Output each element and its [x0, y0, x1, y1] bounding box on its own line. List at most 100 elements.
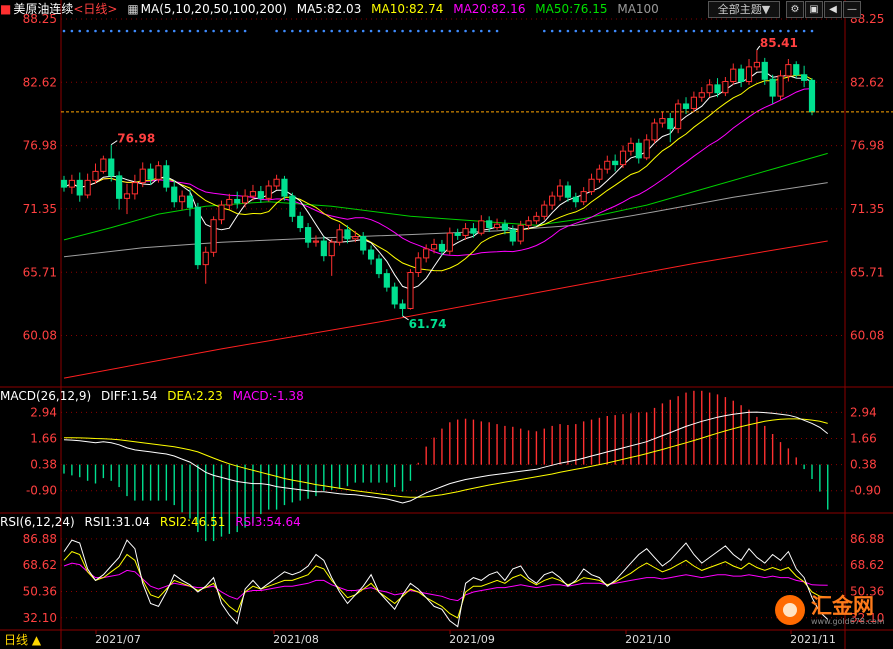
ma50-line	[63, 152, 828, 241]
candle-body	[147, 168, 154, 180]
collapse-icon[interactable]: ◀	[824, 1, 842, 18]
high-pointer-2	[756, 45, 761, 51]
candle-body	[730, 68, 737, 82]
macd-dea-line	[64, 418, 828, 498]
period-tab[interactable]: 日线 ▲	[0, 631, 54, 649]
macd-right-tick-3: -0.90	[850, 484, 881, 498]
candle-body	[486, 220, 493, 229]
candle-body	[785, 64, 792, 77]
ma20-line	[63, 88, 813, 257]
signal-dot	[102, 29, 105, 33]
theme-select-button[interactable]: 全部主题▼	[708, 1, 780, 18]
main-left-tick-2: 76.98	[23, 139, 57, 153]
signal-dot	[409, 29, 412, 33]
signal-dot	[566, 29, 570, 33]
signal-dot	[432, 29, 436, 33]
signal-dot	[779, 29, 782, 33]
signal-dot	[637, 29, 641, 33]
candle-body	[738, 68, 745, 82]
signal-dot	[684, 29, 688, 33]
rsi-label[interactable]: RSI(6,12,24)	[0, 515, 75, 529]
main-price-panel[interactable]: 76.98 61.74 85.41	[60, 29, 893, 379]
candle-body	[100, 158, 107, 172]
instrument-name[interactable]: 美原油连续	[13, 2, 74, 16]
candle-body	[68, 179, 75, 188]
candle-body	[249, 191, 257, 197]
high-pointer-1	[110, 140, 118, 146]
gear-icon[interactable]: ⚙	[786, 1, 804, 18]
ma100-line	[63, 182, 828, 258]
signal-dot	[141, 29, 145, 33]
signal-dot	[724, 29, 727, 33]
signal-dot	[590, 29, 593, 33]
candle-body	[202, 251, 209, 266]
image-icon[interactable]: ▣	[805, 1, 823, 18]
candle-body	[336, 229, 343, 243]
candle-body	[722, 80, 729, 94]
signal-dot	[424, 29, 428, 33]
signal-dot	[598, 29, 601, 33]
main-left-tick-4: 65.71	[23, 265, 57, 279]
signal-dot	[472, 29, 475, 33]
signal-dot	[676, 29, 680, 33]
candle-body	[777, 75, 784, 97]
logo-text: 汇金网	[811, 594, 874, 618]
main-right-tick-5: 60.08	[850, 329, 884, 343]
signal-dot	[448, 29, 452, 33]
ma200-line	[63, 240, 828, 379]
macd-dea-value: DEA:2.23	[167, 389, 223, 403]
candle-body	[612, 160, 619, 166]
signal-dot	[487, 29, 491, 33]
signal-dot	[605, 29, 609, 33]
high-annotation-1: 76.98	[117, 132, 155, 146]
candle-body	[312, 240, 320, 243]
candle-body	[635, 142, 642, 159]
signal-dot	[298, 29, 302, 33]
candle-body	[194, 206, 201, 266]
candle-body	[304, 227, 312, 243]
ma100-value: MA100	[617, 2, 659, 16]
candle-body	[407, 272, 414, 309]
candle-body	[706, 84, 713, 94]
signal-dot	[771, 29, 774, 33]
rsi-panel[interactable]	[63, 539, 829, 628]
main-right-tick-4: 65.71	[850, 265, 884, 279]
candle-body	[698, 92, 705, 98]
candle-body	[320, 240, 327, 257]
main-right-tick-3: 71.35	[850, 202, 884, 216]
candle-body	[123, 193, 131, 199]
candle-body	[525, 220, 532, 226]
candle-body	[564, 185, 572, 198]
macd-right-tick-1: 1.66	[850, 431, 877, 445]
signal-dot	[70, 29, 74, 33]
macd-panel[interactable]	[63, 390, 829, 542]
main-right-tick-2: 76.98	[850, 139, 884, 153]
minimize-icon[interactable]: —	[843, 1, 861, 18]
signal-dot	[235, 29, 239, 33]
candle-body	[218, 204, 225, 221]
macd-label[interactable]: MACD(26,12,9)	[0, 389, 92, 403]
ma20-value: MA20:82.16	[453, 2, 526, 16]
signal-dot	[700, 29, 704, 33]
candle-body	[265, 185, 272, 199]
rsi-left-tick-2: 50.36	[23, 584, 57, 598]
signal-dot	[480, 29, 483, 33]
ma-indicator-label[interactable]: MA(5,10,20,50,100,200)	[140, 2, 287, 16]
candle-body	[769, 78, 776, 97]
period-label[interactable]: <日线>	[73, 2, 118, 16]
signal-dot	[653, 29, 656, 33]
candle-body	[627, 142, 635, 152]
ma5-line	[63, 71, 813, 290]
candle-body	[116, 175, 123, 199]
rsi-right-tick-3: 32.10	[850, 611, 884, 625]
macd-left-tick-0: 2.94	[30, 405, 57, 419]
signal-dot	[125, 29, 129, 33]
candle-body	[131, 182, 138, 195]
candle-body	[438, 243, 446, 252]
ma10-line	[63, 74, 813, 272]
ma5-value: MA5:82.03	[296, 2, 362, 16]
site-logo: 汇金网 www.gold678.com	[771, 593, 889, 629]
candle-body	[155, 165, 162, 180]
candle-body	[415, 257, 422, 274]
